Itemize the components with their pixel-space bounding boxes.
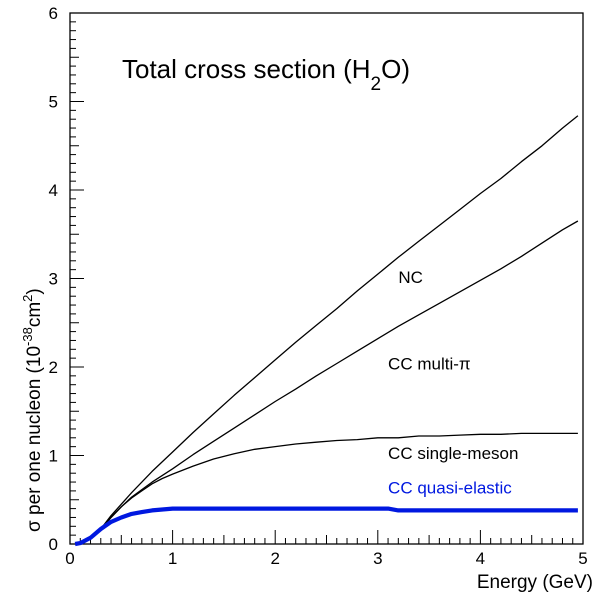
y-tick-label: 4 <box>49 181 58 200</box>
x-axis-title: Energy (GeV) <box>477 572 593 593</box>
series-line-2 <box>74 432 578 545</box>
y-tick-label: 2 <box>49 358 58 377</box>
x-tick-label: 3 <box>373 549 382 568</box>
y-tick-label: 1 <box>49 447 58 466</box>
y-tick-label: 3 <box>49 270 58 289</box>
y-axis-title: σ per one nucleon (10-38cm2) <box>20 288 45 532</box>
x-tick-label: 0 <box>65 549 74 568</box>
series-label-1: CC multi-π <box>388 355 471 374</box>
axis-ticks <box>69 12 584 545</box>
x-tick-label: 4 <box>476 549 485 568</box>
x-tick-label: 2 <box>270 549 279 568</box>
y-tick-label: 0 <box>49 535 58 554</box>
series-line-3 <box>74 506 578 547</box>
series-labels: NC CC multi-π CC single-meson CC quasi-elas… <box>388 268 518 498</box>
series-lines <box>74 115 579 547</box>
series-line-0 <box>74 115 579 545</box>
series-label-2: CC single-meson <box>388 444 518 463</box>
series-label-0: NC <box>398 268 423 287</box>
x-tick-label: 5 <box>578 549 587 568</box>
y-tick-label: 6 <box>49 4 58 23</box>
axis-tick-labels: 0 1 2 3 4 5 0 1 2 3 4 5 6 <box>49 4 588 568</box>
chart-title: Total cross section (H2O) <box>122 54 410 95</box>
y-tick-label: 5 <box>49 93 58 112</box>
series-label-3: CC quasi-elastic <box>388 479 512 498</box>
x-tick-label: 1 <box>168 549 177 568</box>
